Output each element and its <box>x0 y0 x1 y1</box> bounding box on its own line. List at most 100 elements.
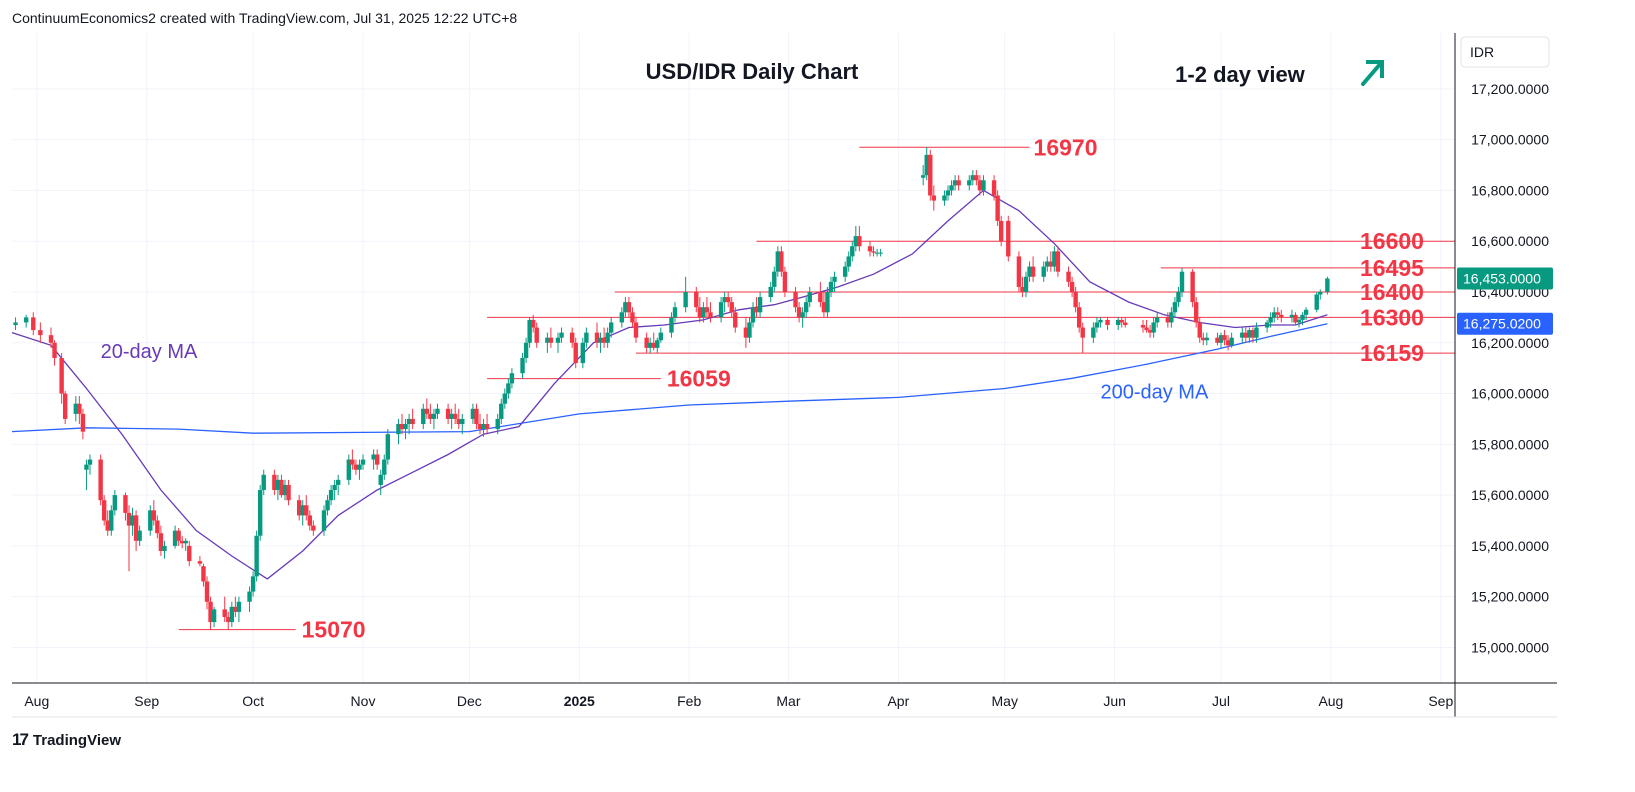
candle <box>1115 317 1121 331</box>
level-label: 15070 <box>302 617 366 643</box>
candle <box>38 322 43 343</box>
candle-body <box>768 286 773 298</box>
candle-body <box>506 383 511 394</box>
candle <box>374 449 380 470</box>
candle-body <box>350 459 355 465</box>
candle <box>1006 215 1011 262</box>
candle <box>385 429 391 465</box>
ma-value-tag-text: 16,275.0200 <box>1463 316 1541 332</box>
candle-body <box>296 500 302 516</box>
candle <box>647 337 653 354</box>
candle <box>406 413 412 435</box>
candle <box>1027 261 1032 282</box>
candle <box>112 490 118 516</box>
candle <box>247 586 252 612</box>
candle <box>995 190 1000 226</box>
candle <box>328 484 334 506</box>
footer-brand[interactable]: 17 TradingView <box>12 730 121 750</box>
candle-body <box>62 393 68 419</box>
candle <box>48 327 54 348</box>
candle <box>750 302 756 328</box>
candle <box>456 408 461 430</box>
ma-annotation: 200-day MA <box>1100 382 1208 404</box>
x-tick-label: Apr <box>887 693 909 709</box>
candle <box>559 327 564 343</box>
candle-body <box>382 459 387 475</box>
candle-body <box>509 373 515 384</box>
candle <box>350 449 355 470</box>
candle-body <box>871 251 876 253</box>
candle <box>807 286 812 308</box>
candle-body <box>1204 337 1210 341</box>
candle-body <box>1048 261 1054 267</box>
candle-body <box>1151 322 1156 333</box>
candle <box>499 398 504 425</box>
candle <box>1289 309 1295 323</box>
candle-body <box>311 525 316 531</box>
candle-body <box>619 312 625 323</box>
candle-body <box>449 413 454 419</box>
candle-body <box>1240 332 1245 338</box>
candle <box>1066 266 1071 287</box>
candle <box>626 297 632 318</box>
candle <box>158 525 164 557</box>
candle <box>133 510 139 551</box>
candle <box>307 510 313 531</box>
candle-body <box>853 236 859 247</box>
candle-body <box>644 337 649 348</box>
candle-body <box>818 291 823 303</box>
candle <box>1172 297 1178 318</box>
candle-body <box>1218 335 1224 343</box>
candle-body <box>1247 330 1252 338</box>
candle <box>1314 291 1319 313</box>
y-tick-label: 15,800.0000 <box>1471 436 1549 452</box>
candle <box>382 454 387 480</box>
candle-body <box>481 424 486 430</box>
candle-body <box>13 322 18 325</box>
candle <box>424 398 430 419</box>
candle-body <box>98 459 103 501</box>
chart-title: USD/IDR Daily Chart <box>646 59 859 84</box>
candle-body <box>300 505 305 516</box>
candle <box>977 175 983 196</box>
candle-body <box>48 335 54 343</box>
candle-body <box>1215 337 1220 343</box>
candle <box>1144 319 1149 333</box>
candle-body <box>608 322 614 333</box>
candle-body <box>137 530 142 541</box>
candle-body <box>779 251 784 272</box>
candle <box>179 535 185 549</box>
candle <box>187 540 192 567</box>
candle <box>683 276 688 313</box>
candle <box>84 459 89 491</box>
candle-body <box>1027 266 1032 277</box>
candle <box>1215 332 1220 346</box>
arrow-head <box>1366 60 1384 78</box>
candle <box>782 266 788 298</box>
candle-body <box>1123 322 1128 325</box>
candle-body <box>346 459 352 480</box>
candle <box>275 474 281 501</box>
candle-body <box>201 566 206 582</box>
level-label: 16300 <box>1360 304 1424 330</box>
candle-body <box>477 424 483 430</box>
candle-body <box>371 454 376 460</box>
candle <box>197 556 203 567</box>
candle <box>867 241 873 257</box>
candle-body <box>626 302 632 313</box>
candle <box>296 495 302 521</box>
candle <box>970 170 976 186</box>
candle <box>842 261 848 282</box>
candle <box>942 190 947 206</box>
candle-body <box>499 403 504 419</box>
candle-body <box>931 195 937 201</box>
candle <box>1048 251 1054 272</box>
candle <box>321 505 327 536</box>
view-label: 1-2 day view <box>1175 62 1306 87</box>
candle <box>1201 332 1206 346</box>
candle-body <box>601 337 607 343</box>
x-tick-label: Oct <box>242 693 264 709</box>
candle-body <box>527 319 532 343</box>
ma200-line-group <box>11 323 1328 434</box>
